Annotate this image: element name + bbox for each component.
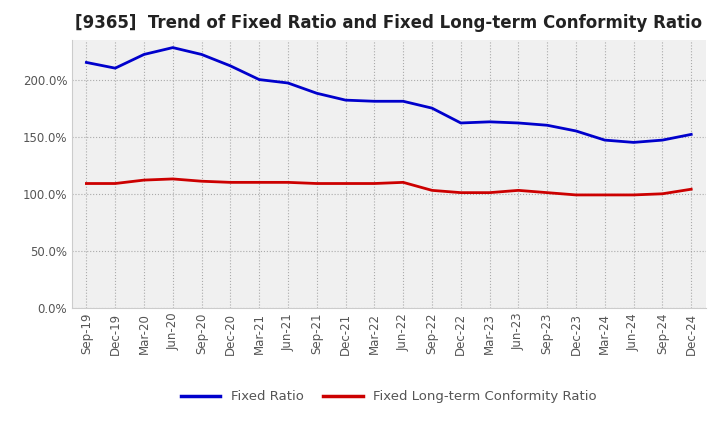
Fixed Ratio (140, 52, 148, 57)
Fixed Ratio (341, 98, 350, 103)
Fixed Long-term Conformity Ratio (514, 188, 523, 193)
Line: Fixed Ratio: Fixed Ratio (86, 48, 691, 143)
Fixed Long-term Conformity Ratio (600, 192, 609, 198)
Fixed Ratio (485, 119, 494, 125)
Fixed Ratio (514, 120, 523, 125)
Fixed Long-term Conformity Ratio (82, 181, 91, 186)
Fixed Ratio (284, 81, 292, 86)
Line: Fixed Long-term Conformity Ratio: Fixed Long-term Conformity Ratio (86, 179, 691, 195)
Fixed Ratio (197, 52, 206, 57)
Fixed Ratio (456, 120, 465, 125)
Fixed Long-term Conformity Ratio (428, 188, 436, 193)
Fixed Ratio (600, 137, 609, 143)
Fixed Long-term Conformity Ratio (111, 181, 120, 186)
Title: [9365]  Trend of Fixed Ratio and Fixed Long-term Conformity Ratio: [9365] Trend of Fixed Ratio and Fixed Lo… (75, 15, 703, 33)
Fixed Long-term Conformity Ratio (168, 176, 177, 182)
Fixed Ratio (572, 128, 580, 134)
Fixed Ratio (255, 77, 264, 82)
Fixed Ratio (370, 99, 379, 104)
Fixed Long-term Conformity Ratio (226, 180, 235, 185)
Fixed Long-term Conformity Ratio (399, 180, 408, 185)
Fixed Ratio (543, 123, 552, 128)
Fixed Long-term Conformity Ratio (687, 187, 696, 192)
Fixed Ratio (312, 91, 321, 96)
Fixed Ratio (629, 140, 638, 145)
Fixed Long-term Conformity Ratio (370, 181, 379, 186)
Fixed Long-term Conformity Ratio (312, 181, 321, 186)
Fixed Long-term Conformity Ratio (456, 190, 465, 195)
Fixed Long-term Conformity Ratio (284, 180, 292, 185)
Fixed Long-term Conformity Ratio (255, 180, 264, 185)
Fixed Ratio (399, 99, 408, 104)
Fixed Ratio (226, 63, 235, 69)
Fixed Long-term Conformity Ratio (140, 177, 148, 183)
Fixed Long-term Conformity Ratio (572, 192, 580, 198)
Fixed Ratio (658, 137, 667, 143)
Legend: Fixed Ratio, Fixed Long-term Conformity Ratio: Fixed Ratio, Fixed Long-term Conformity … (175, 385, 603, 409)
Fixed Ratio (687, 132, 696, 137)
Fixed Ratio (428, 106, 436, 111)
Fixed Long-term Conformity Ratio (658, 191, 667, 196)
Fixed Ratio (168, 45, 177, 50)
Fixed Ratio (82, 60, 91, 65)
Fixed Long-term Conformity Ratio (543, 190, 552, 195)
Fixed Long-term Conformity Ratio (197, 179, 206, 184)
Fixed Long-term Conformity Ratio (341, 181, 350, 186)
Fixed Long-term Conformity Ratio (629, 192, 638, 198)
Fixed Long-term Conformity Ratio (485, 190, 494, 195)
Fixed Ratio (111, 66, 120, 71)
